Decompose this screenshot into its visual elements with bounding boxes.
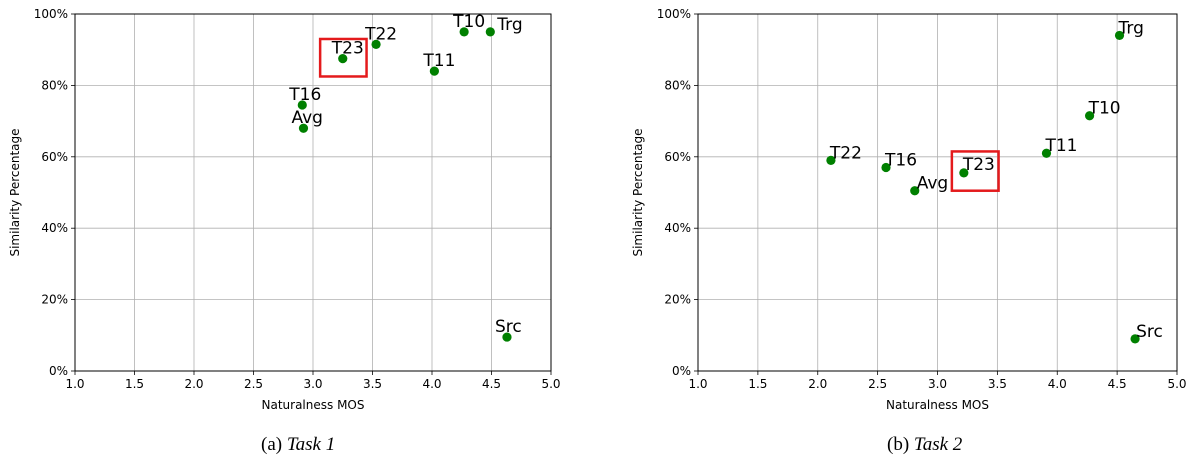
x-tick-label: 3.0 — [303, 377, 322, 391]
point-label-t23: T23 — [962, 155, 995, 175]
x-tick-label: 4.0 — [422, 377, 441, 391]
plot-frame — [697, 13, 1178, 372]
data-point-t16 — [297, 100, 307, 110]
data-point-t10 — [1084, 111, 1095, 121]
caption-a: (a) Task 1 — [261, 434, 335, 456]
x-tick-label: 1.0 — [65, 377, 84, 391]
data-point-t22 — [826, 155, 836, 165]
x-tick-label: 1.0 — [688, 377, 707, 391]
point-label-trg: Trg — [496, 15, 522, 35]
x-tick-label: 2.0 — [808, 377, 827, 391]
x-tick-label: 2.5 — [868, 377, 887, 391]
y-tick-label: 100% — [34, 7, 68, 21]
caption-b-letter: (b) — [887, 434, 910, 455]
highlight-box-t23 — [318, 37, 368, 78]
chart-panel-a: 1.0 1.5 2.0 2.5 3.0 3.5 4.0 4.5 5.0 0% 20% 40% 60% 80… — [8, 7, 561, 412]
highlight-box-t23 — [950, 150, 1000, 192]
x-tick-label: 3.5 — [363, 377, 382, 391]
y-tick-label: 20% — [41, 293, 68, 307]
y-tick-label: 40% — [664, 221, 691, 235]
x-tick-label: 5.0 — [541, 377, 560, 391]
x-tick-label: 4.0 — [1048, 377, 1067, 391]
y-tick-label: 0% — [672, 364, 691, 378]
y-tick-label: 80% — [41, 78, 68, 92]
x-tick-label: 4.5 — [1108, 377, 1127, 391]
data-point-t11 — [429, 66, 439, 76]
point-label-t22: T22 — [829, 143, 862, 163]
data-point-avg — [298, 123, 309, 133]
data-point-avg — [910, 186, 920, 196]
point-label-t23: T23 — [331, 39, 364, 59]
x-tick-label: 4.5 — [482, 377, 501, 391]
data-point-trg — [485, 27, 495, 37]
x-axis-label: Naturalness MOS — [886, 398, 989, 412]
caption-b: (b) Task 2 — [887, 434, 962, 456]
data-point-t10 — [459, 27, 469, 37]
point-label-t22: T22 — [364, 24, 397, 44]
caption-a-text: Task 1 — [286, 434, 336, 455]
x-tick-label: 3.5 — [988, 377, 1007, 391]
x-tick-label: 3.0 — [928, 377, 947, 391]
y-tick-label: 0% — [49, 364, 68, 378]
data-point-t16 — [881, 162, 891, 173]
x-tick-label: 1.5 — [748, 377, 767, 391]
x-tick-label: 2.5 — [244, 377, 263, 391]
x-tick-label: 5.0 — [1167, 377, 1186, 391]
y-tick-label: 80% — [664, 78, 691, 92]
data-point-t23 — [959, 168, 969, 178]
x-tick-label: 2.0 — [184, 377, 203, 391]
y-tick-label: 100% — [657, 7, 691, 21]
point-label-t10: T10 — [452, 12, 485, 32]
x-axis-label: Naturalness MOS — [262, 398, 365, 412]
data-point-t23 — [338, 54, 348, 64]
y-tick-label: 60% — [41, 150, 68, 164]
point-label-avg: Avg — [291, 108, 323, 128]
data-point-t11 — [1041, 148, 1052, 158]
point-label-src: Src — [1136, 322, 1163, 342]
point-label-avg: Avg — [917, 174, 949, 194]
y-axis-label: Similarity Percentage — [8, 128, 22, 256]
y-tick-label: 20% — [664, 293, 691, 307]
point-label-src: Src — [495, 317, 522, 337]
point-label-t16: T16 — [884, 151, 917, 171]
y-tick-label: 40% — [41, 221, 68, 235]
caption-a-letter: (a) — [261, 434, 283, 455]
data-point-src — [1130, 334, 1140, 344]
data-point-src — [502, 332, 512, 342]
point-label-trg: Trg — [1118, 18, 1144, 38]
x-tick-label: 1.5 — [125, 377, 144, 391]
caption-b-text: Task 2 — [913, 434, 963, 455]
data-point-trg — [1114, 30, 1125, 41]
point-label-t11: T11 — [1044, 136, 1077, 156]
point-label-t11: T11 — [422, 51, 455, 71]
y-tick-label: 60% — [664, 150, 691, 164]
point-label-t10: T10 — [1088, 99, 1121, 119]
plot-frame — [74, 13, 552, 372]
point-label-t16: T16 — [288, 85, 321, 105]
data-point-t22 — [371, 39, 381, 49]
chart-panel-b: 1.0 1.5 2.0 2.5 3.0 3.5 4.0 4.5 5.0 0% 20% 40% 60% 80… — [631, 7, 1187, 412]
y-axis-label: Similarity Percentage — [631, 128, 645, 256]
